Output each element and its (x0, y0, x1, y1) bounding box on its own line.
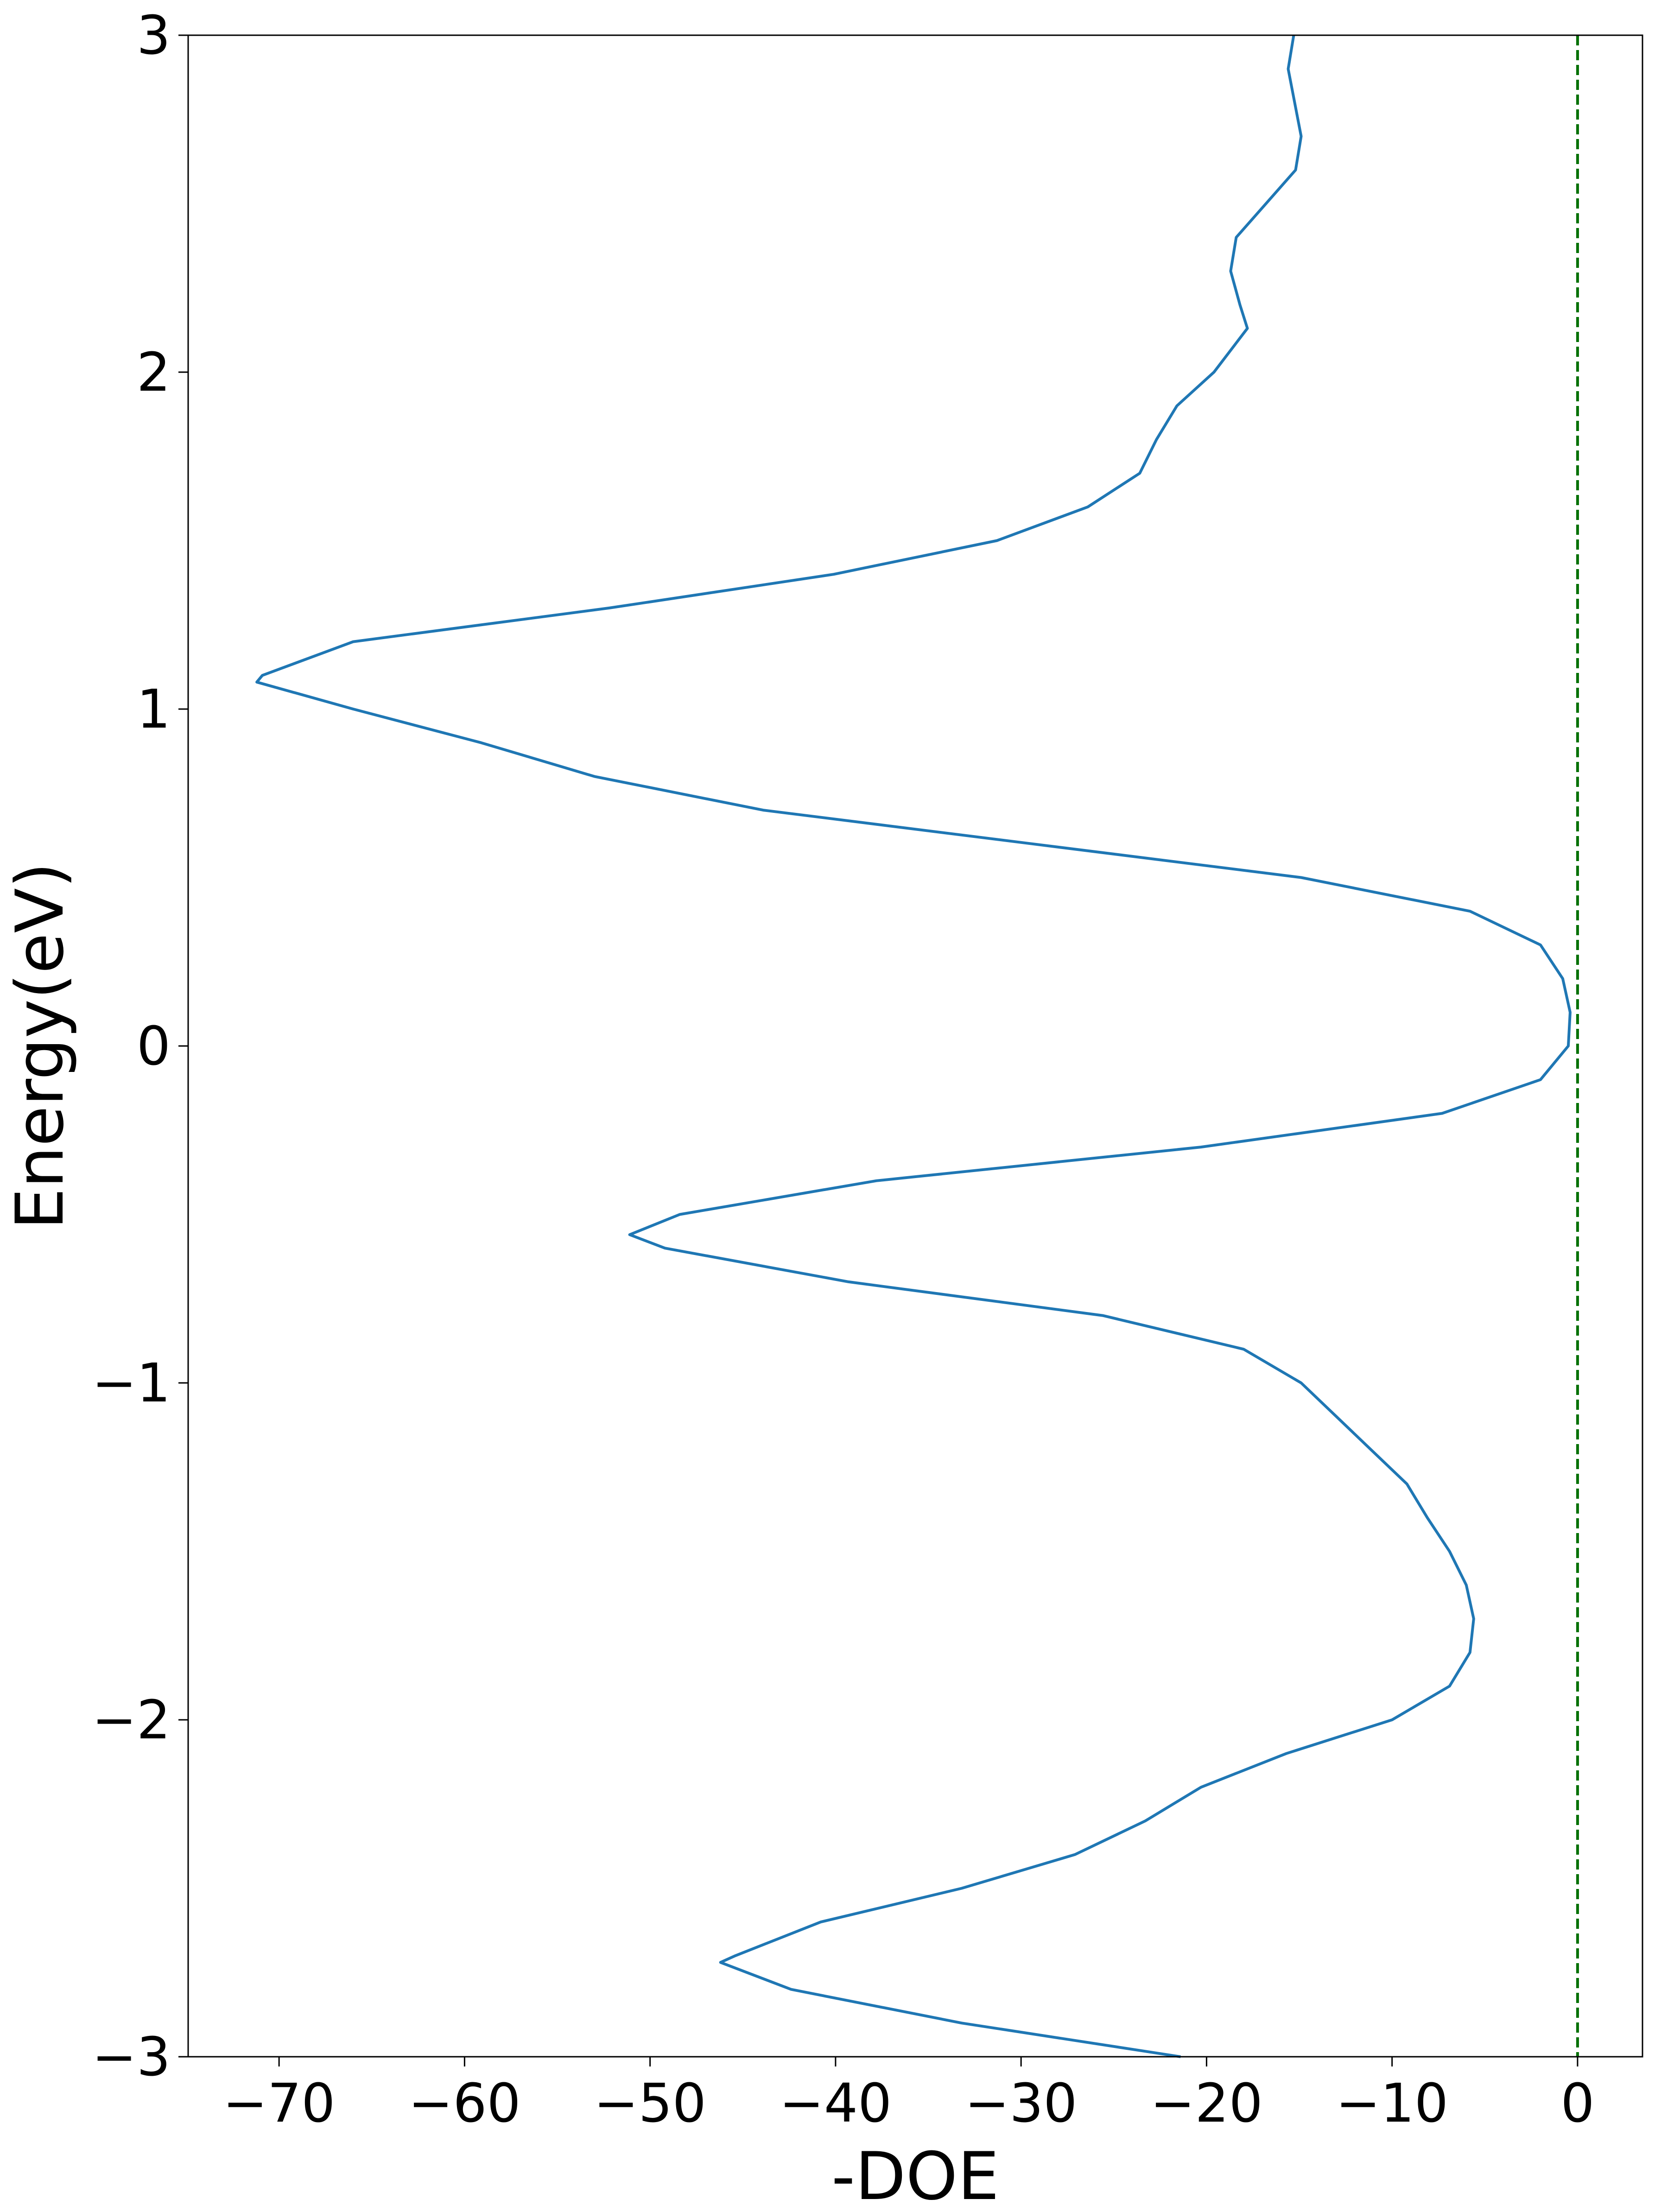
y-tick-label: 1 (137, 678, 171, 741)
x-tick-label: −70 (223, 2073, 336, 2135)
y-tick-label: −2 (92, 1689, 171, 1751)
y-tick-label: 0 (137, 1015, 171, 1077)
y-tick-label: 2 (137, 342, 171, 404)
y-tick-label: −3 (92, 2026, 171, 2088)
y-tick-label: −1 (92, 1352, 171, 1414)
x-tick-label: −50 (594, 2073, 706, 2135)
x-tick-label: −60 (408, 2073, 521, 2135)
x-tick-label: −10 (1336, 2073, 1448, 2135)
plot-frame (187, 34, 1643, 2058)
x-tick-label: −30 (965, 2073, 1078, 2135)
x-tick-label: 0 (1560, 2073, 1594, 2135)
x-tick-label: −20 (1150, 2073, 1263, 2135)
x-axis-label: -DOE (831, 2138, 999, 2212)
x-tick-label: −40 (780, 2073, 892, 2135)
series-line (255, 35, 1572, 2058)
y-axis-label: Energy(eV) (2, 862, 78, 1230)
y-tick-label: 3 (137, 5, 171, 67)
